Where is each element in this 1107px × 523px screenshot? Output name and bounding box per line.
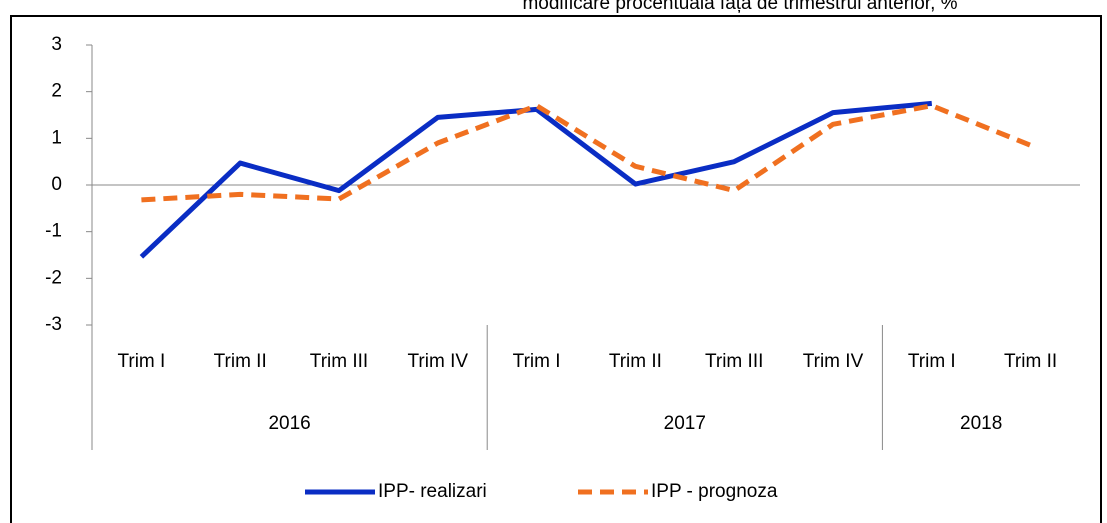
y-tick-label: 1	[51, 127, 62, 148]
x-tick-label: Trim IV	[803, 351, 864, 372]
y-tick-label: 3	[51, 34, 62, 55]
x-tick-label: Trim III	[705, 351, 763, 372]
chart-title: modificare procentuală față de trimestru…	[522, 0, 957, 14]
y-tick-label: -2	[45, 267, 62, 288]
x-group-label: 2018	[960, 413, 1002, 434]
frame	[10, 15, 1102, 523]
x-group-label: 2017	[664, 413, 706, 434]
x-tick-label: Trim IV	[408, 351, 469, 372]
y-tick-label: 2	[51, 81, 62, 102]
title-backdrop	[420, 0, 1080, 15]
x-tick-label: Trim I	[513, 351, 561, 372]
x-tick-label: Trim II	[214, 351, 267, 372]
x-tick-label: Trim III	[310, 351, 368, 372]
legend-label: IPP - prognoza	[651, 481, 778, 502]
x-tick-label: Trim II	[1004, 351, 1057, 372]
x-tick-label: Trim II	[609, 351, 662, 372]
x-group-label: 2016	[268, 413, 310, 434]
legend-label: IPP- realizari	[378, 481, 487, 502]
x-tick-label: Trim I	[117, 351, 165, 372]
y-tick-label: 0	[51, 174, 62, 195]
series-line	[141, 103, 1032, 203]
series-line	[139, 100, 933, 259]
y-tick-label: -3	[45, 314, 62, 335]
y-tick-label: -1	[45, 221, 62, 242]
x-tick-label: Trim I	[908, 351, 956, 372]
